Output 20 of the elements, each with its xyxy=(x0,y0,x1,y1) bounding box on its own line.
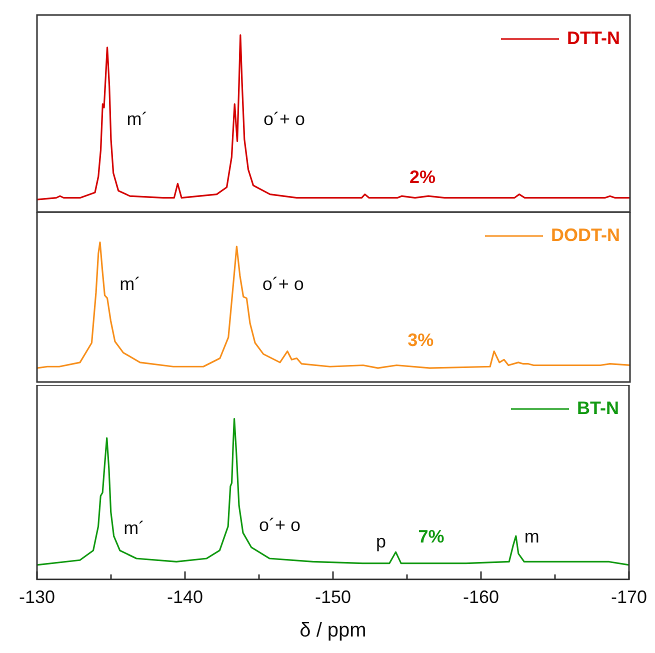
x-tick-label: -130 xyxy=(18,587,56,608)
annotation: m´ xyxy=(124,518,145,538)
annotation: 3% xyxy=(408,330,434,350)
annotation: m´ xyxy=(120,274,141,294)
legend-label: DODT-N xyxy=(551,224,620,245)
x-tick-label: -150 xyxy=(314,587,352,608)
x-axis-title: δ / ppm xyxy=(300,620,366,642)
annotation: m´ xyxy=(126,108,148,129)
annotation: m xyxy=(524,526,540,547)
x-tick-label: -140 xyxy=(166,587,204,608)
x-tick-label: -160 xyxy=(462,587,500,608)
annotation: 2% xyxy=(409,166,436,187)
annotation: o´+ o xyxy=(258,514,300,535)
legend-label: DTT-N xyxy=(567,28,620,48)
annotation: o´+ o xyxy=(262,274,304,294)
legend-label: BT-N xyxy=(576,398,619,418)
annotation: 7% xyxy=(418,526,444,547)
x-tick-label: -170 xyxy=(610,587,647,608)
annotation: p xyxy=(376,531,386,552)
annotation: o´+ o xyxy=(264,108,306,129)
